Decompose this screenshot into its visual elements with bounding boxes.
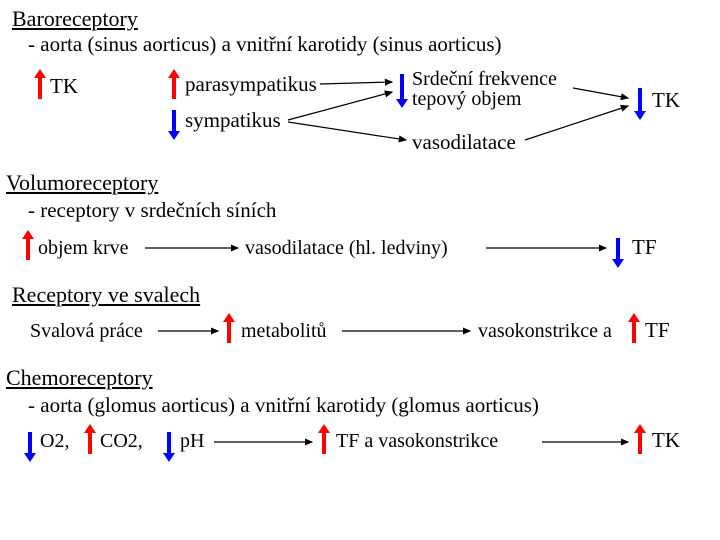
connector-s4 <box>0 0 720 480</box>
